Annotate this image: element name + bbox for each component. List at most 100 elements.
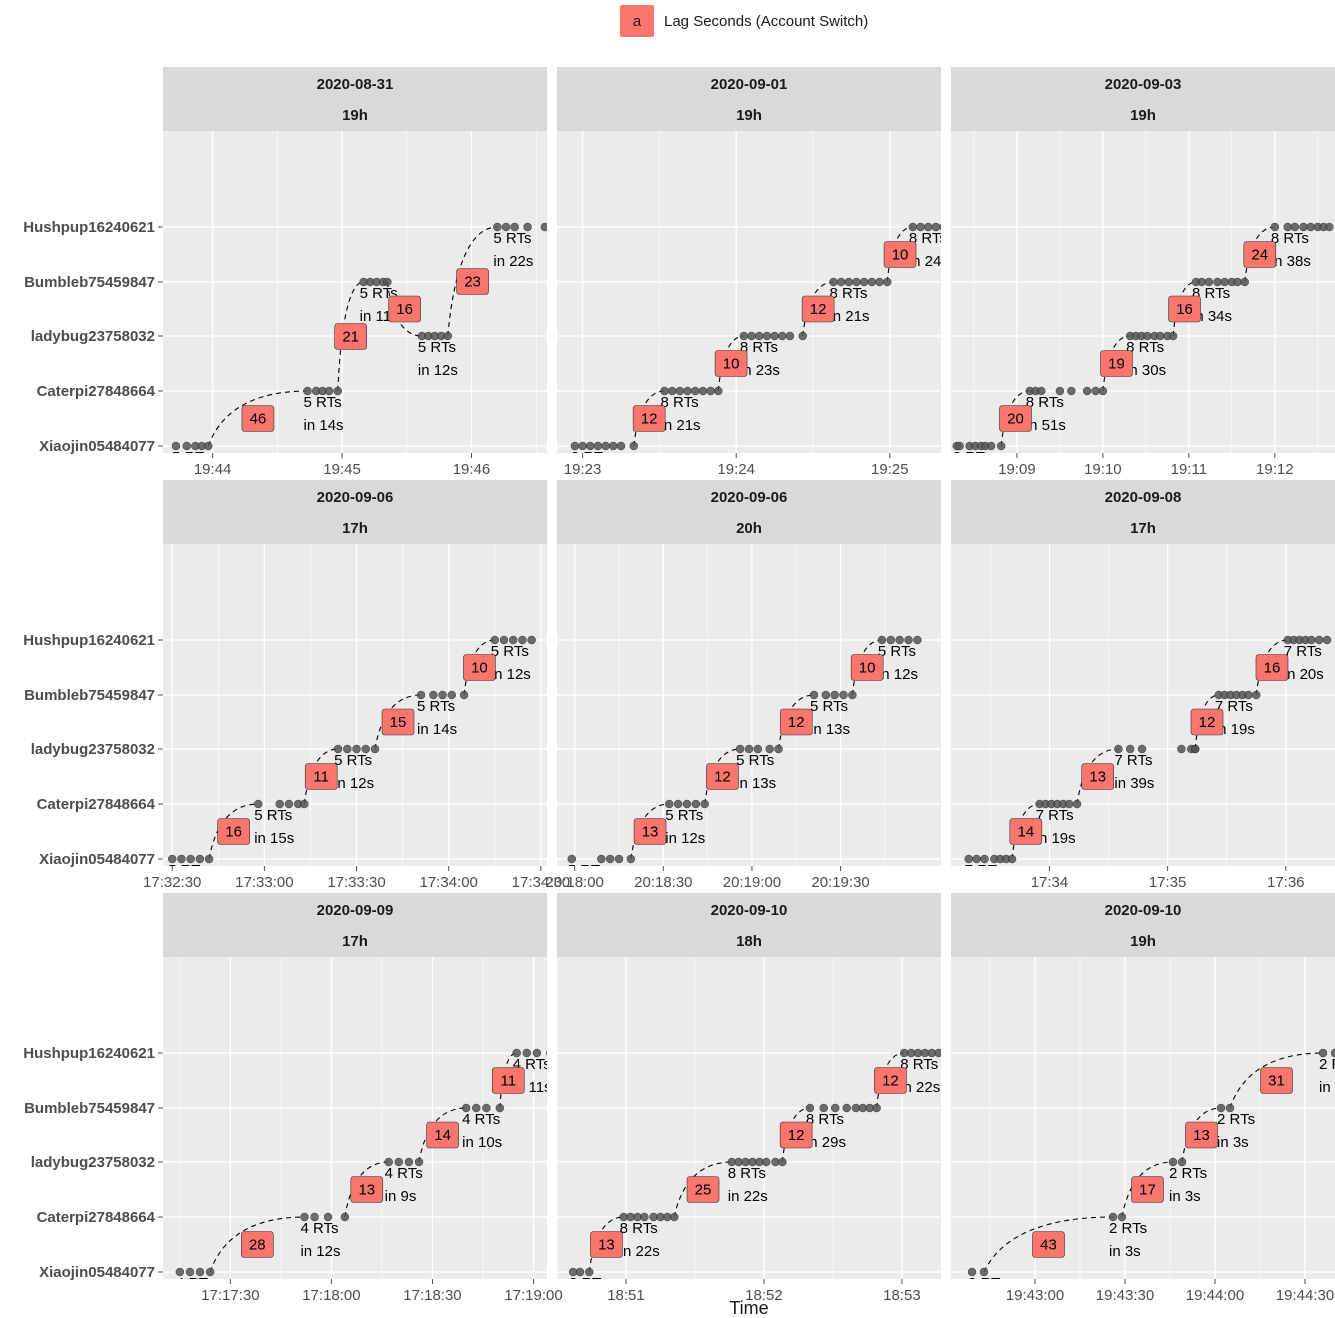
lag-value: 43 <box>1040 1237 1057 1254</box>
x-tick-label: 18:51 <box>607 1287 645 1304</box>
retweet-point <box>1082 386 1092 396</box>
lag-badge <box>686 1176 720 1203</box>
retweet-point <box>691 799 701 809</box>
lag-value: 12 <box>788 1127 805 1144</box>
group-duration-label: in 4s <box>968 1298 1000 1315</box>
lag-value: 19 <box>1108 356 1125 373</box>
retweet-point <box>629 441 638 451</box>
x-tick-label: 17:18:30 <box>403 1287 461 1304</box>
retweet-point <box>509 635 518 645</box>
lag-value: 11 <box>500 1073 516 1090</box>
group-count-label: 4 RTs <box>300 1220 338 1237</box>
retweet-point <box>765 744 774 754</box>
switch-connector <box>777 694 814 750</box>
group-duration-label: in 39s <box>1114 775 1154 792</box>
retweet-point <box>616 441 626 451</box>
switch-connector <box>344 1161 389 1218</box>
group-count-label: 7 RTs <box>1114 752 1152 769</box>
retweet-point <box>186 854 195 864</box>
facet-date: 2020-09-03 <box>1105 76 1182 93</box>
facet-hour: 17h <box>1130 520 1156 537</box>
retweet-point <box>1216 1103 1226 1113</box>
retweet-point <box>275 799 284 809</box>
x-tick-label: 17:34:00 <box>420 874 478 891</box>
lag-value: 12 <box>714 769 731 786</box>
retweet-point <box>532 1048 542 1058</box>
retweet-point <box>204 854 214 864</box>
group-duration-label: in 12s <box>418 362 458 379</box>
facet-date: 2020-09-08 <box>1105 489 1182 506</box>
lag-value: 10 <box>859 660 876 677</box>
retweet-point <box>333 744 343 754</box>
group-count-label: 5 RTs <box>418 339 456 356</box>
switch-connector <box>717 335 744 392</box>
lag-badge <box>426 1121 459 1149</box>
lag-badge <box>1032 1231 1065 1258</box>
group-count-label: 8 RTs <box>620 1220 658 1237</box>
retweet-point <box>175 1267 185 1277</box>
group-duration-label: in 3s <box>1217 1134 1249 1151</box>
lag-badge <box>1185 1121 1218 1149</box>
switch-connector <box>876 1052 905 1109</box>
retweet-point <box>1240 277 1249 287</box>
retweet-point <box>626 854 636 864</box>
retweet-point <box>1168 1157 1178 1167</box>
switch-connector <box>630 803 670 860</box>
lag-badge <box>633 818 667 845</box>
retweet-point <box>1168 331 1178 341</box>
retweet-point <box>980 854 989 864</box>
retweet-point <box>774 744 783 754</box>
retweet-point <box>744 744 754 754</box>
facet-panel: 2020-09-09 17h 4 RTs in 10s 4 RTs in 12s 4 RTs… <box>163 893 563 1304</box>
retweet-point <box>673 799 683 809</box>
retweet-point <box>343 744 352 754</box>
retweet-point <box>785 331 795 341</box>
x-tick-label: 20:18:00 <box>546 874 604 891</box>
retweet-point <box>830 690 839 700</box>
x-tick-label: 17:33:00 <box>235 874 293 891</box>
y-tick-label: Bumbleb75459847 <box>24 687 155 704</box>
x-tick-label: 19:44:30 <box>1276 1287 1334 1304</box>
retweet-point <box>352 744 361 754</box>
group-count-label: 8 RTs <box>1271 230 1309 247</box>
switch-connector <box>983 1216 1114 1273</box>
lag-value: 16 <box>1176 301 1193 318</box>
switch-connector <box>374 694 422 750</box>
y-tick-label: Caterpi27848664 <box>37 383 156 400</box>
group-duration-label: in 12s <box>491 666 531 683</box>
lag-badge <box>999 405 1032 432</box>
switch-connector <box>704 748 741 805</box>
group-duration-label: in 12s <box>665 830 705 847</box>
retweet-point <box>1067 386 1076 396</box>
lag-value: 13 <box>1089 769 1106 786</box>
retweet-point <box>809 690 819 700</box>
retweet-point <box>714 386 723 396</box>
switch-connector <box>418 1107 467 1163</box>
group-duration-label: in 23s <box>740 362 780 379</box>
group-duration-label: in 10s <box>462 1134 502 1151</box>
group-count-label: 5 RTs <box>168 862 206 879</box>
lag-value: 12 <box>810 301 827 318</box>
retweet-point <box>429 690 438 700</box>
facet-panel: 2020-09-10 18h 3 RTs in 7s 8 RTs in 22s 8 RTs i… <box>557 893 941 1304</box>
group-count-label: 8 RTs <box>909 230 947 247</box>
lag-value: 12 <box>1199 714 1216 731</box>
retweet-point <box>1037 386 1046 396</box>
retweet-point <box>512 1048 521 1058</box>
group-duration-label: in 22s <box>728 1188 768 1205</box>
group-count-label: 7 RTs <box>1284 643 1322 660</box>
retweet-point <box>778 331 787 341</box>
retweet-point <box>700 799 709 809</box>
retweet-point <box>1325 222 1334 232</box>
group-duration-label: in 15s <box>254 830 294 847</box>
group-count-label: 4 RTs <box>385 1165 423 1182</box>
retweet-point <box>546 1050 547 1056</box>
x-tick-label: 18:52 <box>745 1287 783 1304</box>
switch-connector <box>1229 1052 1324 1109</box>
group-count-label: 2 RTs <box>1169 1165 1207 1182</box>
retweet-point <box>333 386 342 396</box>
group-count-label: 8 RTs <box>661 394 699 411</box>
lag-badge <box>1190 708 1224 736</box>
